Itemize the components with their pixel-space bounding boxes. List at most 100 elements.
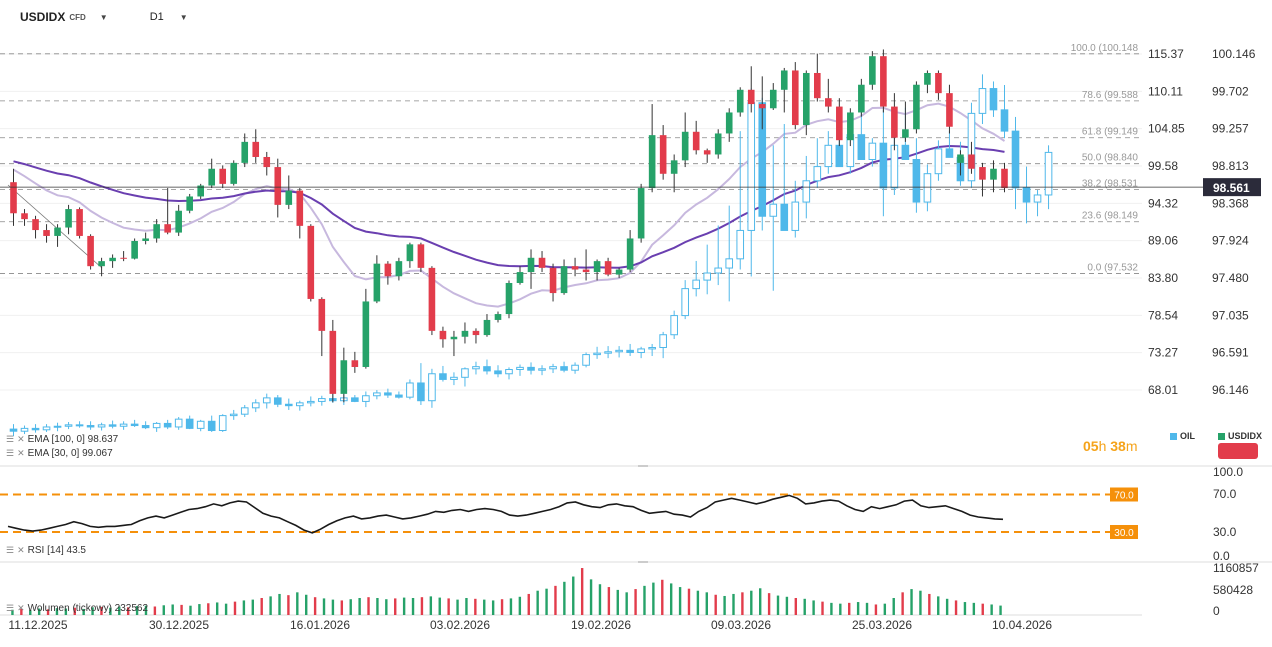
volume-bar [661, 579, 664, 615]
volume-bar [29, 610, 32, 615]
close-icon[interactable]: ✕ [17, 434, 25, 444]
volume-bar [625, 592, 628, 615]
usdidx-candle-body [450, 336, 458, 340]
volume-bar [554, 585, 557, 615]
oil-candle [306, 396, 315, 407]
oil-candle [659, 331, 667, 359]
legend-oil[interactable]: OIL [1170, 431, 1195, 441]
rsi-label[interactable]: ☰ ✕ RSI [14] 43.5 [6, 545, 86, 556]
volume-bar [46, 609, 50, 615]
settings-icon[interactable]: ☰ [6, 434, 15, 444]
volume-bar [126, 607, 130, 615]
usdidx-candle-body [296, 190, 304, 226]
settings-icon[interactable]: ☰ [6, 545, 15, 555]
oil-candle [86, 421, 95, 430]
oil-candle [637, 346, 645, 359]
usdidx-candle [780, 67, 788, 113]
usdidx-candle [659, 125, 667, 180]
usdidx-candle [571, 257, 579, 277]
settings-icon[interactable]: ☰ [6, 603, 15, 613]
close-icon[interactable]: ✕ [17, 545, 25, 555]
timeframe-label: D1 [149, 11, 164, 23]
volume-bar [750, 590, 753, 615]
usdidx-candle [483, 314, 491, 337]
volume-bar [198, 604, 201, 615]
usdidx-candle [505, 280, 513, 319]
volume-bar [438, 597, 441, 615]
ema100-label[interactable]: ☰ ✕ EMA [100, 0] 98.637 [6, 434, 118, 445]
volume-bar [189, 605, 192, 615]
oil-candle-body [218, 415, 227, 432]
usdidx-axis-tick: 97.924 [1212, 234, 1249, 248]
oil-candle-body [879, 142, 888, 189]
oil-candle-body [1033, 194, 1042, 203]
usdidx-candle [186, 193, 193, 214]
volume-bar [607, 587, 611, 615]
usdidx-candle [197, 183, 204, 199]
oil-candle-body [736, 229, 745, 260]
timeframe-chevron-down-icon[interactable]: ▼ [179, 12, 188, 22]
fib-level-label: 0.0 (97.532 [1087, 263, 1138, 274]
oil-candle [868, 138, 877, 167]
usdidx-candle [131, 238, 138, 260]
oil-candle-body [516, 366, 524, 370]
oil-candle-body [549, 366, 557, 370]
usdidx-candle [373, 255, 381, 304]
volume-bar [287, 595, 290, 615]
oil-candle-body [373, 392, 381, 397]
oil-candle-body [582, 354, 590, 366]
oil-candle-body [1000, 109, 1009, 132]
countdown-m-unit: m [1125, 438, 1138, 454]
oil-candle [373, 390, 381, 400]
usdidx-candle [164, 188, 171, 235]
usdidx-candle [979, 162, 986, 197]
volume-bar [429, 596, 433, 615]
volume-label[interactable]: ☰ ✕ Wolumen (tickowy) 232562 [6, 603, 148, 614]
usdidx-candle-body [186, 196, 193, 211]
volume-bar [759, 588, 762, 615]
volume-bar [509, 598, 513, 615]
oil-candle [31, 424, 40, 433]
usdidx-candle-body [109, 257, 116, 262]
legend-usdidx[interactable]: USDIDX [1218, 431, 1262, 441]
oil-candle-body [791, 201, 800, 231]
volume-bar [82, 608, 85, 615]
usdidx-candle [142, 232, 149, 245]
sell-badge[interactable] [1218, 443, 1258, 459]
close-icon[interactable]: ✕ [17, 448, 25, 458]
volume-bar [55, 608, 59, 615]
oil-candle [736, 131, 745, 270]
usdidx-candle-body [318, 298, 326, 331]
oil-candle-body [284, 403, 293, 407]
oil-axis-tick: 104.85 [1148, 122, 1185, 136]
volume-bar [937, 596, 940, 615]
usdidx-candle-body [10, 182, 17, 214]
oil-candle-body [130, 423, 139, 427]
usdidx-candle [791, 62, 799, 130]
usdidx-candle [340, 347, 348, 403]
usdidx-candle [285, 175, 293, 210]
ema30-label[interactable]: ☰ ✕ EMA [30, 0] 99.067 [6, 448, 113, 459]
settings-icon[interactable]: ☰ [6, 448, 15, 458]
oil-candle [780, 124, 789, 231]
usdidx-candle-body [241, 141, 249, 163]
chevron-down-icon[interactable]: ▼ [99, 12, 108, 22]
usdidx-candle-body [142, 238, 149, 241]
volume-bar [830, 602, 833, 615]
oil-axis-tick: 73.27 [1148, 346, 1178, 360]
oil-candle [648, 343, 656, 357]
usdidx-candle [836, 98, 843, 147]
usdidx-candle-body [902, 129, 909, 138]
volume-bar [100, 606, 103, 615]
volume-bar [848, 602, 851, 615]
oil-candle-body [593, 352, 601, 356]
oil-candle [64, 421, 73, 430]
symbol-selector[interactable]: USDIDX CFD ▼ D1 ▼ [20, 10, 188, 24]
volume-bar [732, 593, 735, 615]
oil-candle-body [824, 144, 833, 168]
close-icon[interactable]: ✕ [17, 603, 25, 613]
usdidx-candle [692, 120, 700, 155]
usdidx-candle-body [263, 156, 271, 168]
oil-candle-body [406, 382, 414, 398]
